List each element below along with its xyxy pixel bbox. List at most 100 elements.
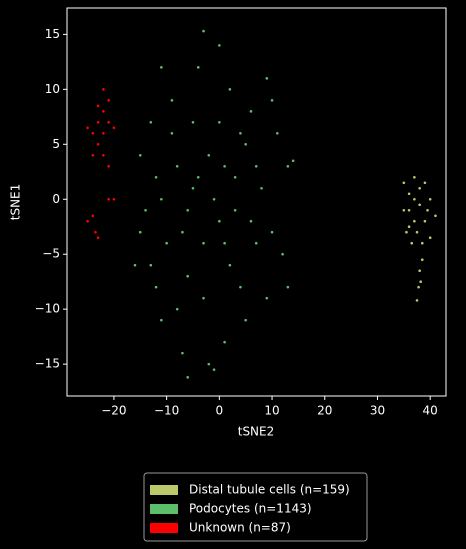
point <box>223 340 226 344</box>
y-tick-label: 0 <box>52 192 60 206</box>
point <box>102 153 105 157</box>
point <box>418 186 421 190</box>
point <box>413 219 416 223</box>
point <box>405 230 408 234</box>
plot-frame <box>66 7 447 397</box>
point <box>138 153 142 157</box>
point <box>138 230 142 234</box>
point <box>276 132 279 135</box>
point <box>154 175 158 179</box>
y-tick-label: 5 <box>52 137 60 151</box>
point <box>249 219 253 223</box>
point <box>86 126 89 130</box>
x-tick-label: 30 <box>370 404 385 418</box>
y-tick-label: −10 <box>35 302 60 316</box>
point <box>170 99 174 102</box>
point <box>96 121 100 124</box>
point <box>186 376 190 379</box>
x-axis-label: tSNE2 <box>238 425 275 439</box>
point <box>207 362 211 366</box>
point <box>149 263 153 267</box>
point <box>212 197 216 201</box>
point <box>149 121 153 124</box>
point <box>196 66 200 69</box>
point <box>154 285 158 289</box>
point <box>107 99 110 102</box>
point <box>107 164 110 168</box>
point <box>417 285 420 289</box>
point <box>286 285 290 289</box>
point <box>91 132 95 135</box>
point <box>233 175 237 179</box>
point <box>419 280 422 283</box>
point <box>218 219 221 223</box>
point <box>175 307 179 311</box>
point <box>244 318 247 322</box>
x-tick-label: 20 <box>317 404 332 418</box>
point <box>133 263 137 267</box>
point <box>94 230 97 234</box>
point <box>402 208 406 212</box>
point <box>423 219 427 223</box>
point <box>426 208 429 212</box>
point <box>107 121 110 124</box>
legend-label: Podocytes (n=1143) <box>189 502 312 516</box>
y-tick-label: −5 <box>42 247 60 261</box>
point <box>423 181 427 185</box>
point <box>160 197 163 201</box>
point <box>420 258 424 262</box>
point <box>102 110 105 113</box>
point <box>244 142 247 146</box>
point <box>186 208 190 212</box>
point <box>191 121 195 124</box>
point <box>207 153 211 157</box>
point <box>265 296 269 300</box>
y-tick-label: 10 <box>45 82 60 96</box>
point <box>254 241 258 245</box>
point <box>202 296 205 300</box>
point <box>112 126 116 130</box>
x-tick-label: 10 <box>264 404 279 418</box>
point <box>144 208 147 212</box>
legend-swatch <box>150 523 178 533</box>
y-tick-label: −15 <box>35 357 60 371</box>
x-tick-label: 0 <box>216 404 224 418</box>
point <box>102 88 105 91</box>
y-tick-label: 15 <box>45 27 60 41</box>
point <box>191 186 195 190</box>
legend-swatch <box>150 504 178 514</box>
point <box>228 88 232 91</box>
point <box>107 197 110 201</box>
point <box>239 285 242 289</box>
point <box>270 230 274 234</box>
point <box>249 110 253 113</box>
point <box>202 29 205 33</box>
point <box>223 241 226 245</box>
point <box>91 214 95 218</box>
point <box>413 197 416 201</box>
point <box>202 241 205 245</box>
point <box>260 186 263 190</box>
point <box>418 203 421 207</box>
point <box>407 225 411 229</box>
point <box>407 208 411 212</box>
point <box>160 66 163 69</box>
point <box>160 318 163 322</box>
x-tick-label: −10 <box>154 404 179 418</box>
point <box>181 230 184 234</box>
point <box>91 153 95 157</box>
point <box>228 263 232 267</box>
point <box>112 197 116 201</box>
point <box>196 175 200 179</box>
point <box>415 299 419 302</box>
point <box>218 121 221 124</box>
point <box>102 132 105 135</box>
point <box>415 230 419 234</box>
point <box>96 142 100 146</box>
point <box>165 241 168 245</box>
y-axis-label: tSNE1 <box>9 184 23 221</box>
legend-label: Unknown (n=87) <box>189 521 291 535</box>
point <box>410 241 414 245</box>
point <box>218 44 221 47</box>
